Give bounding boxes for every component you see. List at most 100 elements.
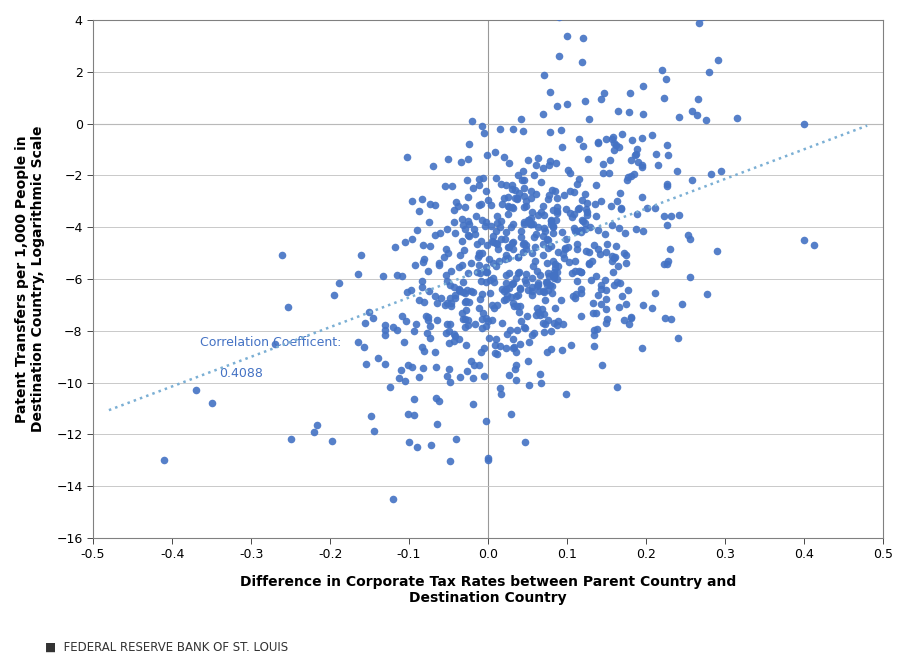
Point bbox=[476, 308, 490, 318]
Point bbox=[514, 315, 528, 326]
Point bbox=[516, 247, 530, 257]
Point bbox=[539, 233, 554, 244]
Point bbox=[519, 244, 534, 255]
Point bbox=[518, 437, 533, 447]
Point bbox=[477, 343, 491, 354]
Point bbox=[619, 299, 634, 310]
Point bbox=[501, 242, 516, 253]
Point bbox=[575, 57, 589, 68]
Point bbox=[622, 88, 637, 99]
Point bbox=[501, 191, 516, 202]
Point bbox=[481, 452, 496, 463]
Point bbox=[518, 201, 532, 212]
Point bbox=[587, 240, 601, 250]
Point bbox=[448, 282, 462, 292]
Point bbox=[533, 270, 548, 280]
Point bbox=[461, 219, 476, 230]
Point bbox=[437, 251, 451, 262]
Point bbox=[508, 364, 522, 375]
Point bbox=[444, 298, 459, 308]
Point bbox=[419, 311, 433, 321]
Point bbox=[607, 251, 622, 262]
Point bbox=[486, 273, 500, 283]
Point bbox=[605, 134, 619, 145]
Point bbox=[495, 317, 509, 328]
Point bbox=[622, 318, 637, 329]
Point bbox=[466, 399, 480, 409]
Point bbox=[504, 222, 518, 232]
Point bbox=[657, 93, 672, 104]
Point bbox=[600, 314, 615, 324]
Point bbox=[624, 313, 638, 323]
Point bbox=[540, 347, 555, 358]
Point bbox=[516, 239, 530, 249]
Point bbox=[307, 426, 321, 437]
Point bbox=[510, 325, 525, 335]
Point bbox=[489, 334, 503, 345]
Point bbox=[429, 393, 443, 403]
Point bbox=[482, 288, 497, 298]
Point bbox=[547, 317, 561, 328]
Point bbox=[452, 372, 467, 382]
Point bbox=[441, 248, 456, 258]
Point bbox=[549, 320, 564, 331]
Point bbox=[419, 328, 434, 339]
Point bbox=[458, 296, 472, 307]
Point bbox=[568, 226, 582, 236]
Point bbox=[699, 288, 714, 299]
Point bbox=[597, 87, 612, 98]
Point bbox=[659, 140, 674, 150]
Point bbox=[472, 260, 487, 271]
Point bbox=[571, 133, 586, 144]
Point bbox=[531, 307, 546, 317]
Point bbox=[388, 242, 402, 252]
Point bbox=[536, 231, 550, 242]
Point bbox=[431, 396, 446, 407]
Point bbox=[587, 341, 602, 351]
Point bbox=[585, 256, 599, 267]
Point bbox=[536, 318, 550, 329]
Point bbox=[508, 347, 523, 358]
Point bbox=[470, 267, 485, 277]
Point bbox=[411, 295, 426, 306]
Point bbox=[404, 285, 419, 296]
Point bbox=[382, 381, 397, 392]
Point bbox=[578, 96, 593, 106]
Point bbox=[461, 296, 476, 307]
Point bbox=[450, 201, 465, 212]
Point bbox=[660, 259, 675, 270]
Point bbox=[607, 252, 622, 263]
Point bbox=[685, 174, 699, 185]
Point bbox=[469, 211, 484, 221]
Point bbox=[537, 209, 551, 220]
Point bbox=[549, 267, 564, 277]
Point bbox=[663, 244, 677, 255]
Point bbox=[378, 330, 392, 341]
Point bbox=[577, 224, 592, 234]
Point bbox=[570, 179, 585, 189]
Point bbox=[514, 226, 528, 236]
Point bbox=[555, 142, 569, 152]
Point bbox=[400, 152, 414, 162]
Point bbox=[417, 346, 431, 356]
Point bbox=[608, 140, 623, 150]
Point bbox=[466, 372, 480, 383]
Point bbox=[466, 183, 480, 193]
Point bbox=[439, 371, 454, 381]
Point bbox=[456, 220, 470, 231]
Point bbox=[591, 244, 606, 255]
Point bbox=[549, 158, 564, 168]
Point bbox=[796, 118, 811, 129]
Point bbox=[611, 261, 626, 271]
Point bbox=[536, 162, 550, 173]
Point bbox=[447, 205, 461, 216]
Point bbox=[535, 304, 549, 315]
Point bbox=[479, 321, 493, 332]
Point bbox=[545, 287, 559, 298]
Point bbox=[494, 234, 508, 245]
Point bbox=[796, 235, 811, 246]
Point bbox=[500, 290, 515, 300]
Text: Correlation Coefficent:: Correlation Coefficent: bbox=[200, 336, 341, 349]
Point bbox=[465, 116, 479, 127]
Point bbox=[595, 360, 609, 370]
